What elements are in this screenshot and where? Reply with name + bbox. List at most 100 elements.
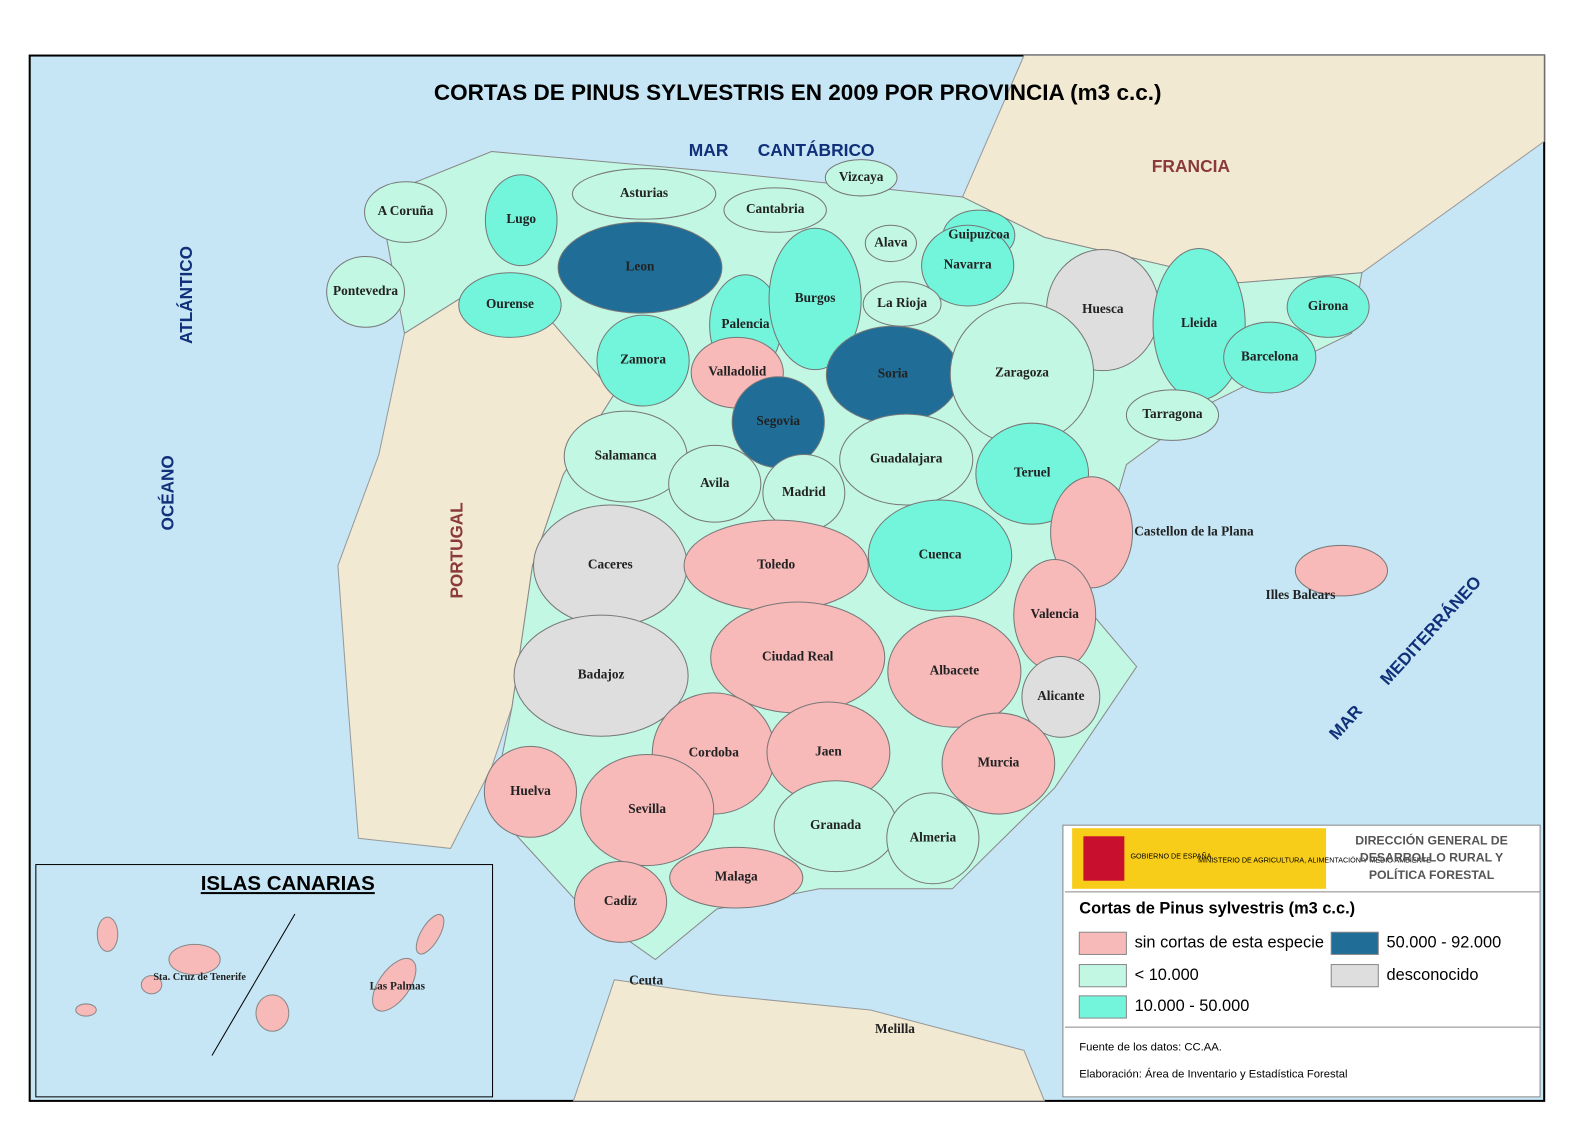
- province: [557, 221, 723, 314]
- province-label: Alava: [874, 235, 908, 250]
- province: [596, 314, 690, 407]
- province: [921, 224, 1015, 307]
- province-label: Cuenca: [919, 547, 962, 562]
- province: [483, 745, 578, 838]
- province: [513, 614, 689, 737]
- province-label: Teruel: [1014, 465, 1051, 480]
- province-label: Huesca: [1082, 301, 1124, 316]
- directorate: POLÍTICA FORESTAL: [1369, 867, 1495, 882]
- province-label: Zamora: [620, 352, 666, 367]
- legend-swatch: [1078, 995, 1127, 1019]
- province-label: Lleida: [1181, 315, 1218, 330]
- province-label: Madrid: [782, 484, 826, 499]
- province-label: Caceres: [588, 557, 633, 572]
- sea-label: ATLÁNTICO: [176, 246, 196, 344]
- country-label: FRANCIA: [1152, 156, 1231, 176]
- province-label: Zaragoza: [995, 365, 1049, 380]
- legend-swatch: [1078, 964, 1127, 988]
- province-label: Avila: [700, 475, 730, 490]
- province-label: Badajoz: [578, 667, 625, 682]
- sea-label: MAR: [689, 140, 729, 160]
- province-label: Navarra: [944, 257, 992, 272]
- province-label: Girona: [1308, 298, 1349, 313]
- province-label: Soria: [878, 366, 909, 381]
- province-label: Castellon de la Plana: [1134, 523, 1254, 538]
- province-label: Segovia: [756, 413, 800, 428]
- province-label: Salamanca: [595, 448, 658, 463]
- province-label: Granada: [810, 817, 861, 832]
- province: [326, 256, 405, 328]
- province-label: Palencia: [721, 316, 769, 331]
- legend-swatch: [1330, 931, 1379, 955]
- province: [1125, 389, 1220, 441]
- province-label: A Coruña: [378, 203, 434, 218]
- province: [1050, 476, 1134, 589]
- inset-divider: [211, 913, 296, 1056]
- province: [364, 181, 447, 243]
- province-label: Albacete: [930, 663, 980, 678]
- province-label: Lugo: [506, 211, 536, 226]
- province-label: Tarragona: [1142, 406, 1203, 421]
- province: [571, 168, 717, 220]
- legend-title: Cortas de Pinus sylvestris (m3 c.c.): [1079, 899, 1355, 917]
- province: [580, 753, 715, 867]
- province: [867, 499, 1013, 612]
- canary-islands: [75, 913, 445, 1032]
- province: [573, 861, 668, 943]
- city-label: Ceuta: [629, 973, 663, 988]
- inset-label: Sta. Cruz de Tenerife: [153, 972, 246, 983]
- legend-label: desconocido: [1386, 966, 1478, 984]
- inset-label: Las Palmas: [370, 980, 426, 992]
- government: GOBIERNO DE ESPAÑA: [1130, 851, 1211, 860]
- province-label: Vizcaya: [839, 169, 884, 184]
- source: Elaboración: Área de Inventario y Estadí…: [1079, 1068, 1347, 1081]
- province-label: La Rioja: [877, 295, 927, 310]
- province-label: Guipuzcoa: [948, 226, 1010, 241]
- country-label: PORTUGAL: [446, 502, 466, 599]
- directorate: DESARROLLO RURAL Y: [1360, 851, 1503, 865]
- province-label: Pontevedra: [333, 283, 398, 298]
- province-label: Leon: [626, 259, 655, 274]
- legend-label: sin cortas de esta especie: [1135, 934, 1324, 952]
- provinces: [326, 159, 1389, 943]
- province-label: Murcia: [977, 755, 1019, 770]
- source: Fuente de los datos: CC.AA.: [1079, 1041, 1222, 1053]
- province: [941, 712, 1056, 815]
- province-label: Illes Balears: [1266, 587, 1336, 602]
- province: [824, 159, 898, 197]
- sea-label: CANTÁBRICO: [758, 140, 875, 160]
- province: [768, 227, 862, 371]
- legend-swatch: [1330, 964, 1379, 988]
- province-label: Guadalajara: [870, 451, 943, 466]
- province: [864, 224, 917, 263]
- legend-label: < 10.000: [1135, 966, 1199, 984]
- sea-label: OCÉANO: [157, 455, 177, 530]
- province-label: Almeria: [910, 829, 957, 844]
- map-title: CORTAS DE PINUS SYLVESTRIS EN 2009 POR P…: [434, 80, 1162, 105]
- province-label: Asturias: [620, 185, 668, 200]
- province: [484, 174, 558, 267]
- province-label: Cordoba: [689, 745, 740, 760]
- province-label: Cadiz: [604, 893, 637, 908]
- province-label: Jaen: [815, 744, 842, 759]
- province-label: Alicante: [1037, 688, 1084, 703]
- province: [1223, 321, 1317, 394]
- legend-label: 50.000 - 92.000: [1386, 934, 1501, 952]
- province-label: Huelva: [510, 783, 551, 798]
- legend-swatch: [1078, 931, 1127, 955]
- province: [668, 444, 762, 523]
- province-label: Toledo: [757, 557, 795, 572]
- province-label: Malaga: [715, 869, 758, 884]
- city-label: Melilla: [875, 1021, 915, 1036]
- province-label: Burgos: [795, 290, 836, 305]
- directorate: DIRECCIÓN GENERAL DE: [1355, 833, 1508, 848]
- province: [1021, 655, 1101, 738]
- province: [839, 413, 974, 506]
- province: [458, 272, 562, 338]
- province: [887, 615, 1022, 728]
- province: [1294, 544, 1389, 597]
- province-label: Valencia: [1031, 606, 1080, 621]
- africa: [572, 979, 1046, 1102]
- legend-label: 10.000 - 50.000: [1135, 997, 1250, 1015]
